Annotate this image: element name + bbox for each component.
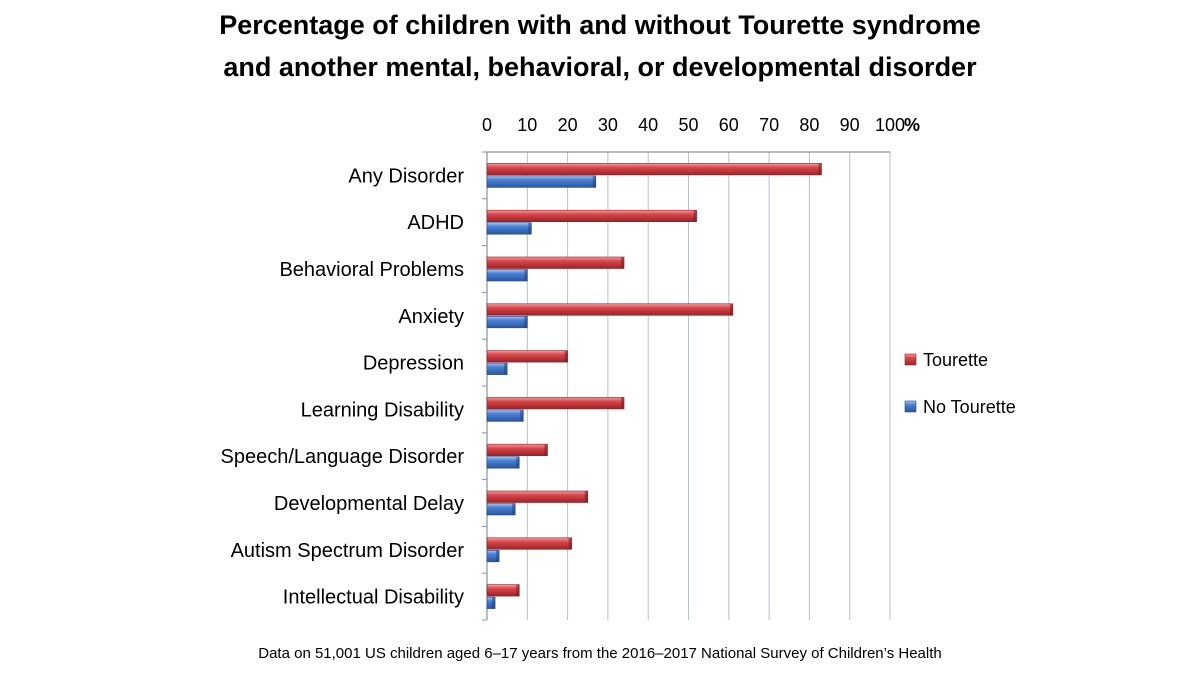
category-label-0: Any Disorder: [348, 165, 464, 187]
x-tick-label-10: 10: [517, 115, 537, 135]
x-tick-label-20: 20: [558, 115, 578, 135]
x-unit-label: %: [904, 115, 920, 135]
bar-cap-no-tourette-0: [592, 175, 596, 188]
legend-swatch-tourette: [904, 353, 917, 366]
bar-tourette-3: [486, 303, 734, 316]
bar-no-tourette-7: [486, 503, 516, 516]
x-tick-label-70: 70: [759, 115, 779, 135]
bar-tourette-7: [486, 490, 589, 503]
bar-tourette-2: [486, 256, 625, 269]
bar-no-tourette-0: [486, 175, 597, 188]
bar-tourette-9: [486, 584, 520, 597]
x-tick-label-60: 60: [719, 115, 739, 135]
category-label-2: Behavioral Problems: [279, 259, 464, 281]
bar-tourette-6: [486, 443, 548, 457]
bar-no-tourette-6: [486, 456, 520, 469]
bar-cap-tourette-4: [564, 350, 568, 363]
legend-swatch-no-tourette: [904, 400, 917, 413]
x-tick-label-90: 90: [840, 115, 860, 135]
category-label-3: Anxiety: [398, 306, 464, 328]
bar-cap-no-tourette-4: [504, 363, 508, 375]
category-label-5: Learning Disability: [301, 399, 464, 421]
legend-label-tourette: Tourette: [923, 350, 988, 370]
x-tick-label-30: 30: [598, 115, 618, 135]
bar-cap-tourette-8: [568, 537, 572, 550]
bar-tourette-0: [486, 163, 822, 176]
bar-cap-no-tourette-5: [520, 409, 524, 422]
bar-no-tourette-3: [486, 315, 528, 329]
chart-footnote: Data on 51,001 US children aged 6–17 yea…: [258, 645, 942, 662]
category-label-1: ADHD: [407, 212, 464, 234]
chart-title-line-1: Percentage of children with and without …: [219, 10, 981, 40]
bar-cap-tourette-7: [584, 491, 588, 503]
x-tick-label-40: 40: [638, 115, 658, 135]
x-tick-label-100: 100: [875, 115, 905, 135]
bar-cap-no-tourette-3: [524, 316, 528, 328]
category-label-6: Speech/Language Disorder: [220, 446, 464, 468]
bar-cap-no-tourette-6: [516, 456, 520, 469]
x-tick-label-80: 80: [799, 115, 819, 135]
bar-cap-tourette-9: [516, 584, 520, 597]
bar-cap-tourette-6: [544, 444, 548, 456]
bar-cap-tourette-0: [818, 163, 822, 175]
bar-tourette-8: [486, 537, 572, 550]
bar-cap-tourette-5: [621, 397, 625, 409]
bar-tourette-4: [486, 350, 568, 363]
category-label-9: Intellectual Disability: [283, 587, 464, 609]
bar-no-tourette-5: [486, 409, 524, 422]
bar-cap-tourette-1: [693, 210, 697, 222]
bar-no-tourette-4: [486, 362, 508, 375]
bar-no-tourette-2: [486, 269, 528, 282]
bar-cap-no-tourette-9: [492, 597, 496, 609]
bar-cap-no-tourette-2: [524, 269, 528, 281]
chart-title-line-2: and another mental, behavioral, or devel…: [223, 52, 977, 82]
x-tick-label-0: 0: [482, 115, 492, 135]
bar-cap-tourette-2: [621, 257, 625, 269]
bar-no-tourette-1: [486, 222, 532, 235]
category-label-4: Depression: [363, 353, 464, 375]
category-label-8: Autism Spectrum Disorder: [231, 540, 465, 562]
bar-cap-no-tourette-1: [528, 222, 532, 235]
bar-cap-tourette-3: [729, 303, 733, 316]
legend-label-no-tourette: No Tourette: [923, 397, 1016, 417]
bar-tourette-1: [486, 209, 697, 222]
x-tick-label-50: 50: [678, 115, 698, 135]
bar-tourette-5: [486, 397, 625, 410]
category-label-7: Developmental Delay: [274, 493, 464, 515]
bar-cap-no-tourette-7: [512, 503, 516, 515]
bar-cap-no-tourette-8: [496, 550, 500, 562]
